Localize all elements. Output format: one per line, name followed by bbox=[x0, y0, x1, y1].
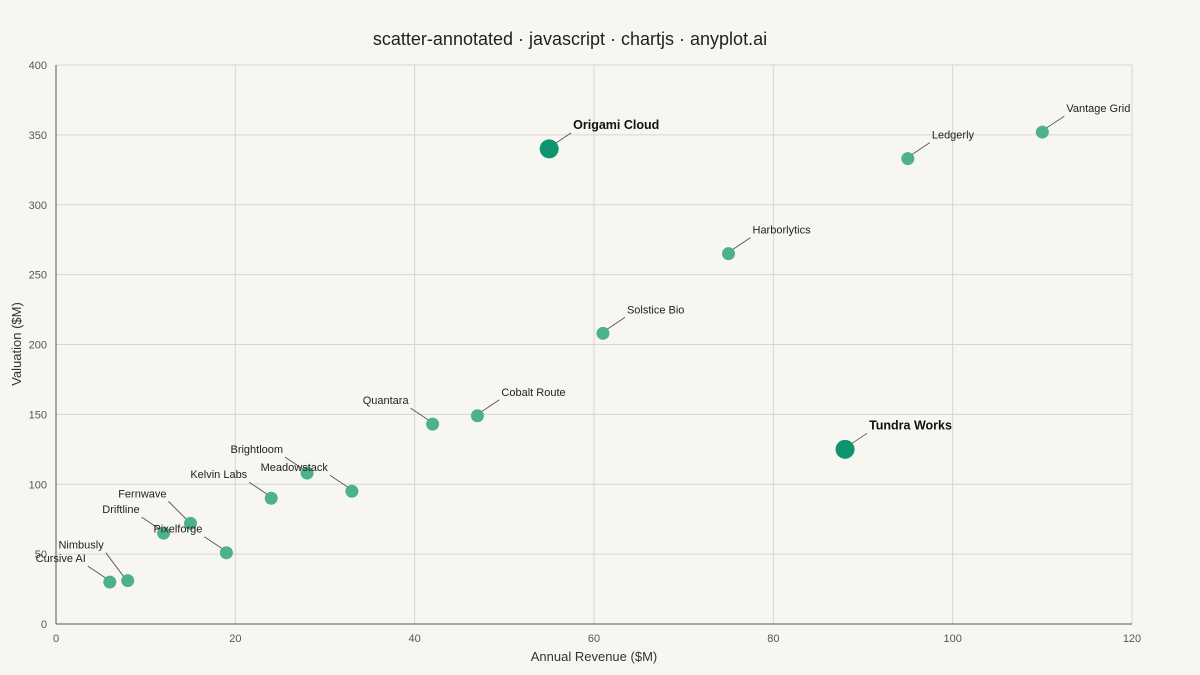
x-tick-label: 120 bbox=[1123, 633, 1141, 645]
data-point[interactable] bbox=[157, 526, 171, 540]
tick-labels: 0 20 40 60 80 100 120 0 50 100 150 200 250 300 350 400 bbox=[29, 60, 1142, 645]
leader-line bbox=[911, 142, 931, 156]
data-point[interactable] bbox=[722, 247, 735, 261]
data-point[interactable] bbox=[596, 326, 610, 340]
data-point[interactable] bbox=[264, 491, 278, 505]
data-point[interactable] bbox=[426, 417, 440, 431]
y-tick-label: 250 bbox=[29, 270, 47, 282]
leader-line bbox=[481, 399, 500, 413]
x-tick-label: 60 bbox=[588, 633, 600, 645]
point-label: Ledgerly bbox=[932, 130, 975, 142]
point-label: Origami Cloud bbox=[573, 118, 659, 132]
point-label: Meadowstack bbox=[261, 462, 329, 474]
leader-line bbox=[606, 316, 626, 330]
data-point[interactable] bbox=[1035, 125, 1049, 139]
data-point[interactable] bbox=[184, 516, 197, 530]
x-axis-title: Annual Revenue ($M) bbox=[531, 649, 657, 664]
leader-line bbox=[248, 481, 268, 495]
y-tick-label: 200 bbox=[29, 340, 47, 352]
point-label: Cursive AI bbox=[36, 553, 86, 565]
data-point[interactable] bbox=[103, 575, 117, 589]
data-point[interactable] bbox=[219, 546, 233, 560]
y-tick-label: 50 bbox=[35, 549, 47, 561]
leader-line bbox=[284, 456, 304, 470]
leader-lines bbox=[87, 115, 1065, 579]
point-label: Harborlytics bbox=[753, 225, 812, 237]
point-label: Tundra Works bbox=[869, 418, 952, 432]
x-tick-label: 80 bbox=[767, 633, 779, 645]
leader-line bbox=[168, 501, 187, 520]
point-label: Fernwave bbox=[118, 488, 166, 500]
point-label: Brightloom bbox=[230, 444, 283, 456]
point-label: Nimbusly bbox=[58, 540, 104, 552]
leader-line bbox=[732, 237, 751, 251]
point-label: Kelvin Labs bbox=[190, 469, 247, 481]
y-tick-label: 0 bbox=[41, 619, 47, 631]
point-label: Cobalt Route bbox=[501, 387, 565, 399]
leader-line bbox=[329, 474, 349, 488]
x-tick-label: 20 bbox=[229, 633, 241, 645]
point-label: Vantage Grid bbox=[1066, 103, 1130, 115]
grid bbox=[55, 64, 1133, 625]
data-point[interactable] bbox=[470, 409, 484, 423]
data-point[interactable] bbox=[121, 574, 135, 588]
point-label: Driftline bbox=[102, 504, 139, 516]
y-tick-label: 300 bbox=[29, 200, 47, 212]
x-tick-label: 40 bbox=[409, 633, 421, 645]
data-points bbox=[103, 125, 1049, 589]
data-point[interactable] bbox=[901, 152, 915, 166]
highlighted-data-point[interactable] bbox=[539, 139, 559, 159]
point-label: Solstice Bio bbox=[627, 304, 684, 316]
data-point[interactable] bbox=[345, 484, 359, 498]
y-tick-label: 100 bbox=[29, 479, 47, 491]
leader-line bbox=[87, 565, 107, 579]
data-point[interactable] bbox=[300, 466, 314, 480]
x-tick-label: 100 bbox=[943, 633, 961, 645]
leader-line bbox=[410, 407, 429, 421]
axes bbox=[55, 65, 1132, 625]
y-axis-title: Valuation ($M) bbox=[9, 302, 24, 386]
leader-line bbox=[204, 536, 223, 550]
y-tick-label: 400 bbox=[29, 60, 47, 72]
chart-title: scatter-annotated · javascript · chartjs… bbox=[373, 29, 767, 49]
y-tick-label: 350 bbox=[29, 130, 47, 142]
leader-line bbox=[105, 552, 125, 577]
highlighted-data-point[interactable] bbox=[835, 439, 855, 459]
point-label: Pixelforge bbox=[153, 524, 202, 536]
leader-line bbox=[141, 516, 160, 530]
leader-line bbox=[1046, 115, 1065, 129]
point-label: Quantara bbox=[363, 395, 410, 407]
x-tick-label: 0 bbox=[53, 633, 59, 645]
y-tick-label: 150 bbox=[29, 409, 47, 421]
